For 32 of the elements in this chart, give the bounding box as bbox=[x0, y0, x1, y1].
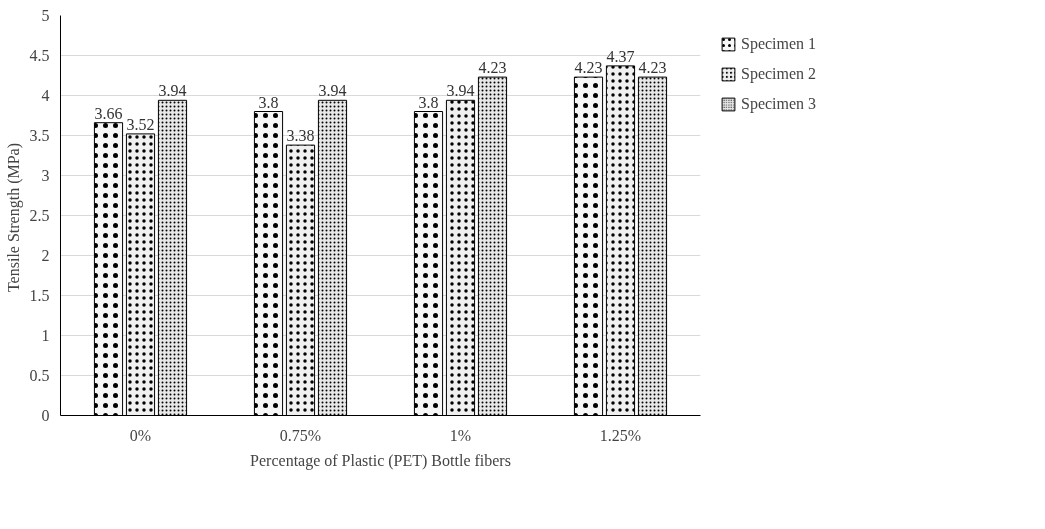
legend-label: Specimen 1 bbox=[741, 35, 817, 53]
x-tick-label: 1% bbox=[449, 426, 472, 444]
legend-label: Specimen 3 bbox=[741, 95, 817, 113]
data-label: 3.66 bbox=[94, 104, 123, 122]
data-label: 4.37 bbox=[606, 47, 635, 65]
y-tick-label: 2.5 bbox=[29, 207, 50, 224]
legend-label: Specimen 2 bbox=[741, 65, 817, 83]
x-tick-label: 0% bbox=[129, 426, 152, 444]
data-label: 3.8 bbox=[258, 93, 279, 111]
data-label: 3.94 bbox=[446, 82, 475, 100]
y-tick-label: 2 bbox=[41, 247, 50, 264]
data-label: 3.38 bbox=[286, 127, 315, 145]
x-tick-label: 1.25% bbox=[599, 426, 642, 444]
y-tick-label: 1.5 bbox=[29, 287, 50, 304]
data-label: 4.23 bbox=[574, 59, 603, 77]
data-label: 3.52 bbox=[126, 115, 155, 133]
y-axis-title: Tensile Strength (MPa) bbox=[4, 142, 23, 293]
y-tick-label: 0.5 bbox=[29, 367, 50, 384]
data-label: 3.94 bbox=[158, 82, 187, 100]
y-tick-label: 0 bbox=[41, 407, 50, 424]
y-tick-label: 3 bbox=[41, 167, 50, 184]
y-tick-label: 1 bbox=[41, 327, 50, 344]
y-tick-label: 4 bbox=[41, 87, 50, 104]
y-tick-label: 4.5 bbox=[29, 47, 50, 64]
data-label: 4.23 bbox=[478, 59, 507, 77]
data-label: 4.23 bbox=[638, 59, 667, 77]
x-axis-title: Percentage of Plastic (PET) Bottle fibers bbox=[250, 451, 511, 470]
data-label: 3.8 bbox=[418, 93, 439, 111]
x-tick-label: 0.75% bbox=[279, 426, 322, 444]
data-label: 3.94 bbox=[318, 82, 347, 100]
y-tick-label: 3.5 bbox=[29, 127, 50, 144]
y-tick-label: 5 bbox=[41, 7, 50, 24]
